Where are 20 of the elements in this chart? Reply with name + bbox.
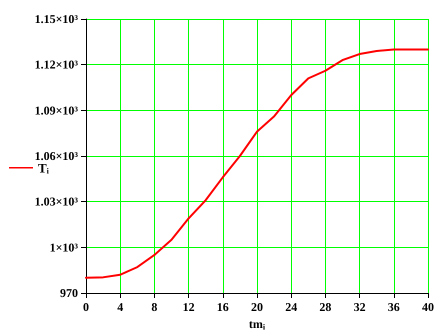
y-tick-label: 1.03×10³ xyxy=(34,194,78,209)
legend-label: Ti xyxy=(38,160,50,176)
x-tick-label: 12 xyxy=(182,300,195,314)
x-tick-label: 20 xyxy=(251,300,263,314)
y-tick-label: 970 xyxy=(60,286,78,300)
x-tick-label: 4 xyxy=(117,300,124,314)
x-tick-label: 16 xyxy=(216,300,229,314)
x-tick-label: 0 xyxy=(83,300,89,314)
x-tick-label: 40 xyxy=(422,300,434,314)
x-tick-label: 24 xyxy=(285,300,298,314)
y-tick-label: 1×10³ xyxy=(50,240,78,254)
x-tick-label: 8 xyxy=(151,300,158,314)
y-tick-label: 1.12×10³ xyxy=(34,58,78,72)
y-tick-label: 1.15×10³ xyxy=(34,12,78,26)
line-series xyxy=(85,48,429,279)
x-tick-label: 32 xyxy=(354,300,366,314)
x-tick-label: 36 xyxy=(388,300,400,314)
x-tick-label: 28 xyxy=(319,300,332,314)
y-tick-label: 1.09×10³ xyxy=(34,103,78,118)
y-tick-label: 1.06×10³ xyxy=(34,149,78,163)
